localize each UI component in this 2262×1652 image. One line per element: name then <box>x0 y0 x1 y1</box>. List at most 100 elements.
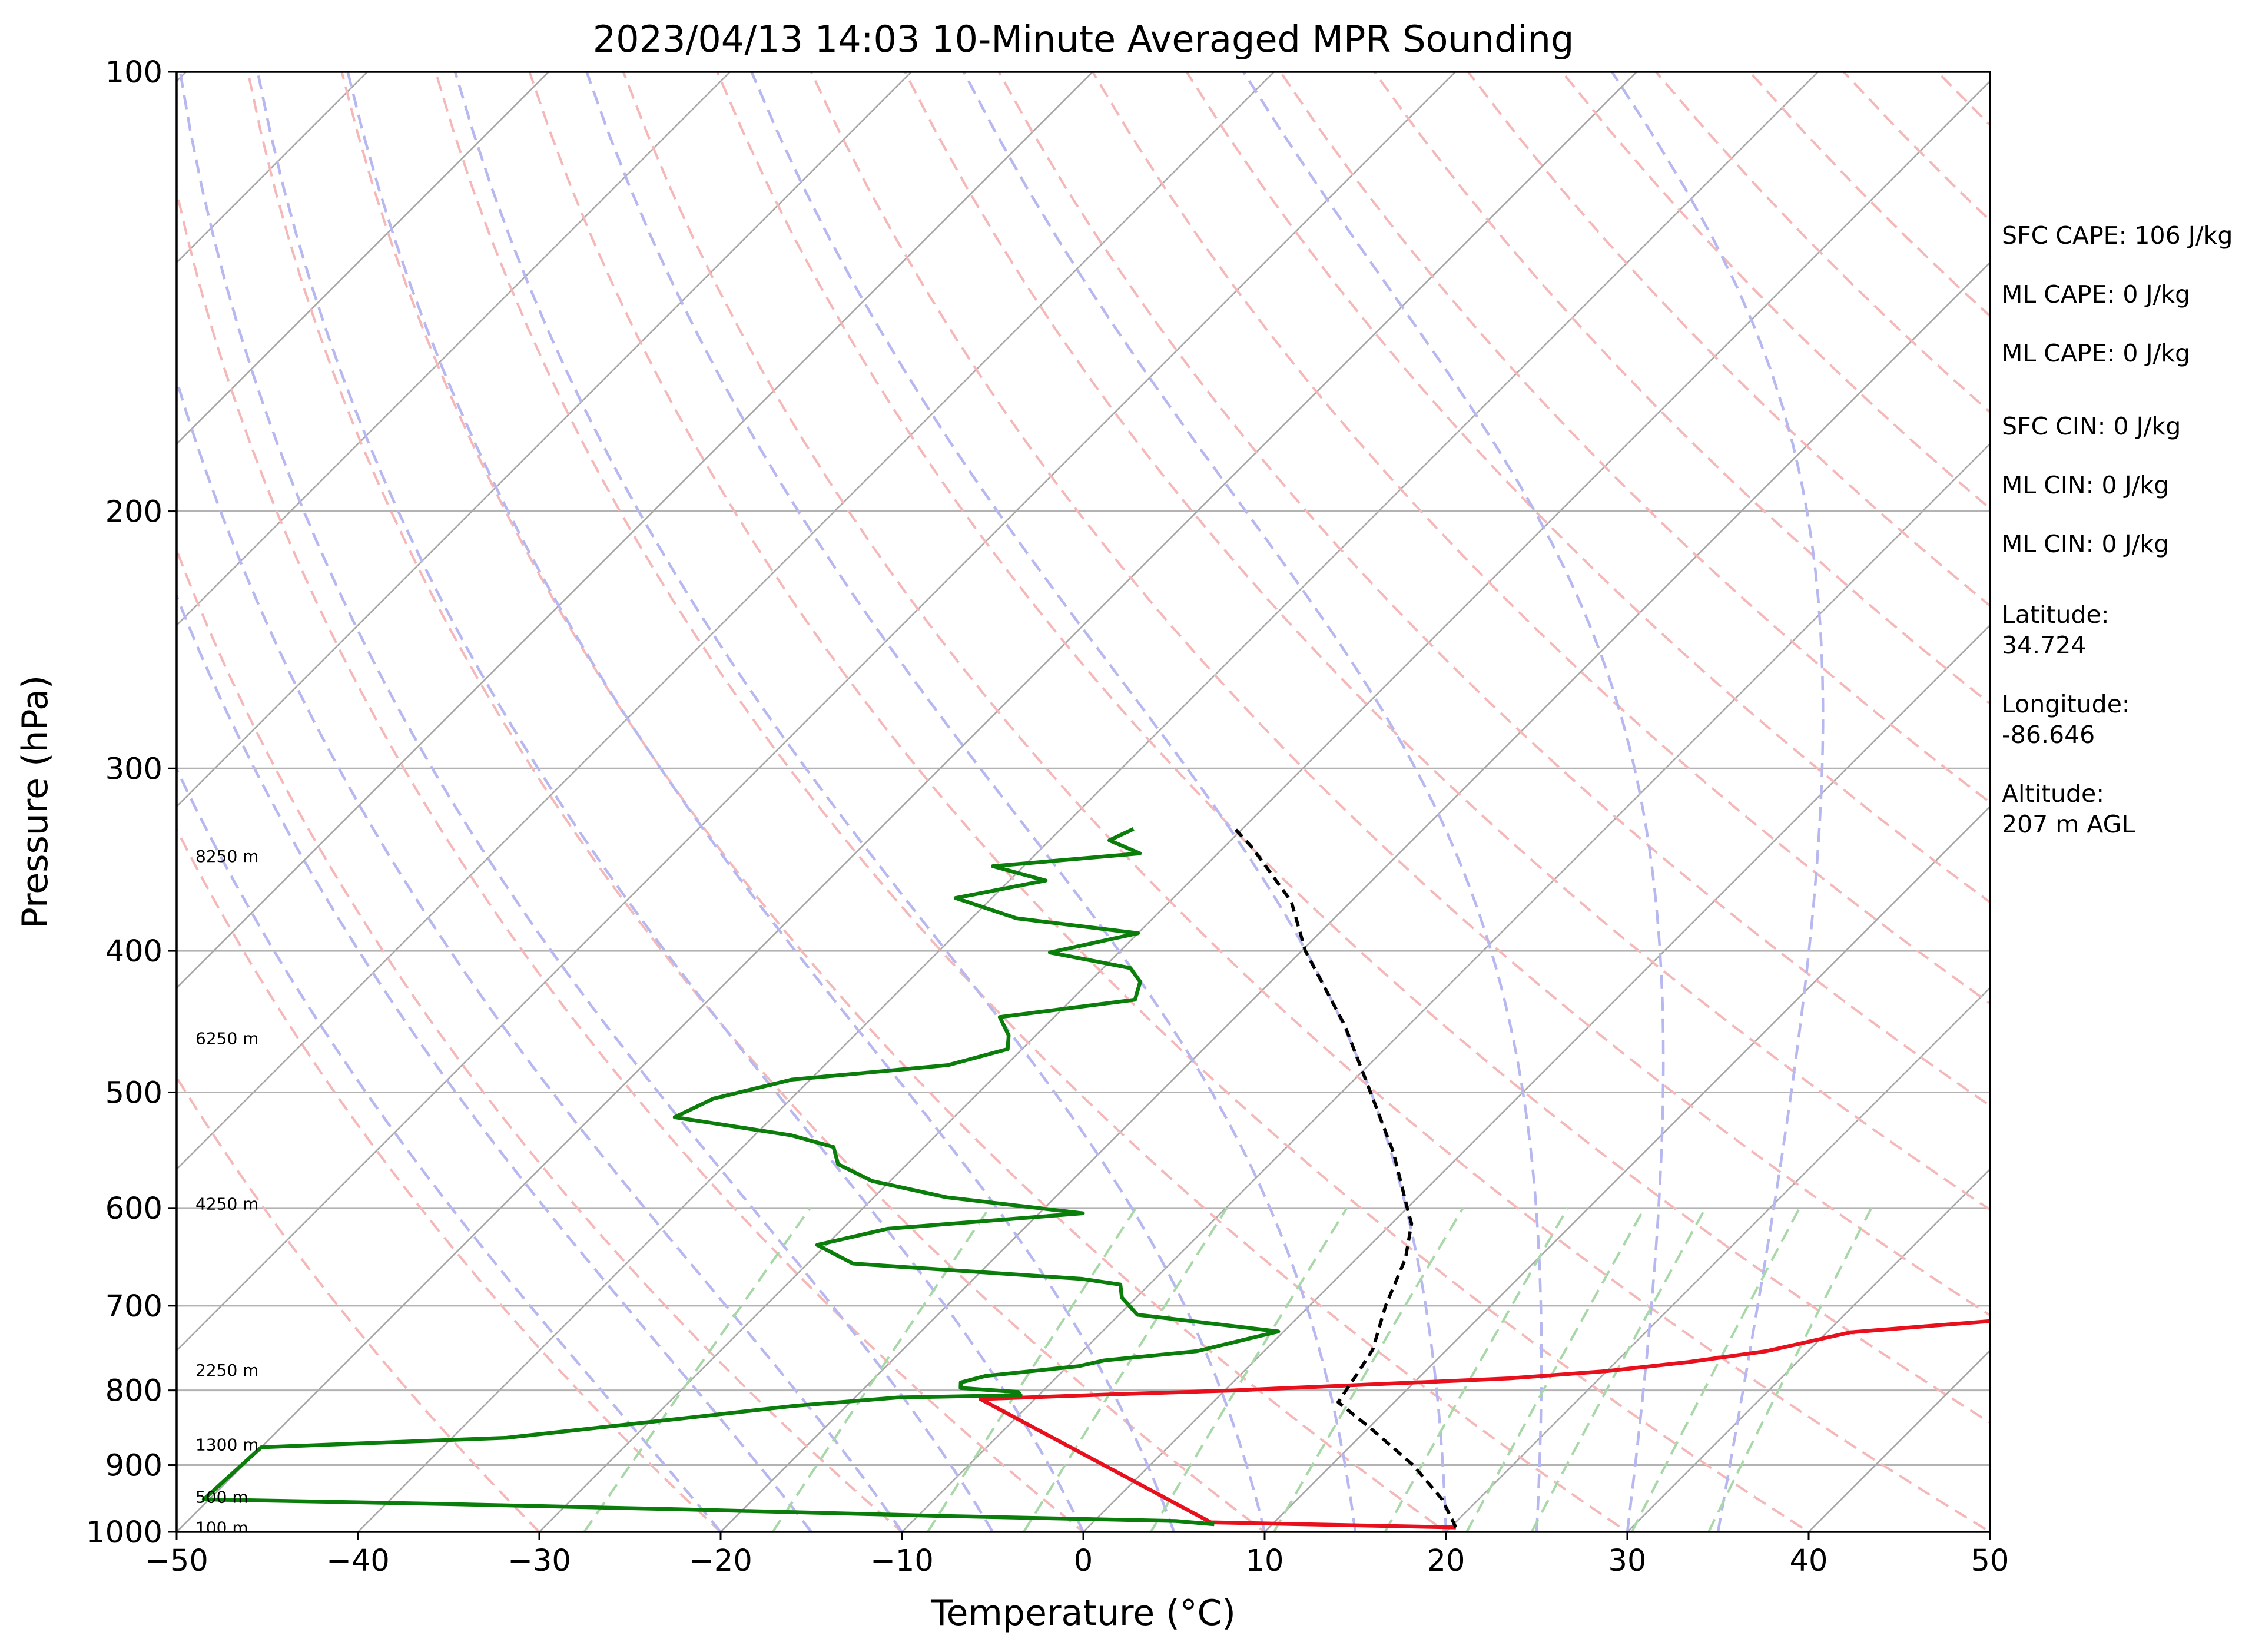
x-tick-label: 30 <box>1608 1544 1647 1578</box>
sounding-series <box>201 827 1990 1530</box>
dry-adiabat-line <box>1279 72 1990 804</box>
x-tick-label: −30 <box>508 1544 571 1578</box>
moist-adiabat-line <box>453 72 1266 1532</box>
y-tick-label: 200 <box>105 495 162 530</box>
mixing-ratio-line <box>1530 1207 1707 1532</box>
height-label: 8250 m <box>195 847 258 866</box>
longitude-value: -86.646 <box>2002 721 2095 749</box>
sounding-info-panel: SFC CAPE: 106 J/kg ML CAPE: 0 J/kg ML CA… <box>2002 221 2233 838</box>
isotherm-line <box>177 72 1637 1532</box>
x-tick-label: −10 <box>870 1544 934 1578</box>
parcel-profile-line <box>1233 828 1458 1528</box>
isotherm-line <box>1627 1168 1990 1532</box>
dry-adiabat-line <box>528 72 1811 1532</box>
height-label: 500 m <box>195 1487 248 1507</box>
dry-adiabat-line <box>1092 72 1990 1005</box>
x-tick-label: 20 <box>1427 1544 1465 1578</box>
isotherm-line <box>177 72 912 808</box>
dry-adiabat-line <box>716 72 1990 1424</box>
x-axis-label: Temperature (°C) <box>930 1593 1236 1634</box>
isotherm-line <box>177 72 549 445</box>
isotherm-line <box>0 72 5 1532</box>
moist-adiabat-line <box>1611 72 1825 1532</box>
mixing-ratio-line <box>927 1207 1137 1532</box>
x-tick-label: −20 <box>689 1544 752 1578</box>
mixing-ratio-line <box>1631 1207 1801 1532</box>
moist-adiabat-line <box>750 72 1448 1532</box>
altitude-label: Altitude: <box>2002 779 2104 808</box>
isotherm-line <box>177 72 1093 989</box>
moist-adiabat-line <box>177 376 903 1532</box>
dry-adiabat-line <box>177 1075 541 1532</box>
y-tick-label: 600 <box>105 1192 162 1226</box>
height-label: 4250 m <box>195 1194 258 1213</box>
x-tick-label: 10 <box>1246 1544 1284 1578</box>
ml-cin-text-2: ML CIN: 0 J/kg <box>2002 530 2169 558</box>
y-tick-label: 1000 <box>86 1515 162 1550</box>
sfc-cape-text: SFC CAPE: 106 J/kg <box>2002 221 2233 250</box>
x-tick-label: 0 <box>1074 1544 1093 1578</box>
isotherm-line <box>357 72 1819 1532</box>
dry-adiabat-line <box>434 72 1630 1532</box>
plot-frame <box>175 71 1991 1533</box>
latitude-value: 34.724 <box>2002 631 2086 659</box>
y-tick-label: 400 <box>105 934 162 969</box>
isotherm-line <box>177 72 1275 1170</box>
height-label: 1300 m <box>195 1435 258 1455</box>
moist-adiabat-line <box>346 72 1176 1532</box>
height-label: 6250 m <box>195 1029 258 1049</box>
height-label: 100 m <box>195 1518 248 1538</box>
y-tick-label: 300 <box>105 752 162 787</box>
dry-adiabat-line <box>810 72 1990 1317</box>
mixing-ratio-line <box>1149 1207 1348 1532</box>
dry-adiabat-line <box>622 72 1990 1532</box>
dry-adiabat-line <box>177 186 1086 1532</box>
x-tick-label: 40 <box>1790 1544 1828 1578</box>
height-labels: 100 m 500 m 1300 m 2250 m 4250 m 6250 m 8250 m <box>195 847 258 1538</box>
temperature-profile-line <box>978 1319 1990 1530</box>
y-tick-label: 800 <box>105 1374 162 1409</box>
isotherm-line <box>1445 987 1990 1532</box>
moist-adiabat-line <box>256 72 1085 1532</box>
dry-adiabat-line <box>177 827 722 1532</box>
y-tick-label: 500 <box>105 1076 162 1110</box>
dry-adiabat-lines <box>177 72 1990 1532</box>
x-tick-label: 50 <box>1971 1544 2009 1578</box>
longitude-label: Longitude: <box>2002 690 2130 718</box>
ml-cape-text: ML CAPE: 0 J/kg <box>2002 280 2190 308</box>
height-label: 2250 m <box>195 1361 258 1380</box>
mixing-ratio-line <box>1023 1207 1228 1532</box>
chart-title: 2023/04/13 14:03 10-Minute Averaged MPR … <box>593 18 1574 61</box>
dry-adiabat-line <box>997 72 1990 1107</box>
dry-adiabat-line <box>177 546 904 1532</box>
moist-adiabat-line <box>962 72 1543 1532</box>
mixing-ratio-line <box>771 1207 990 1532</box>
x-axis-ticks: −50 −40 −30 −20 −10 0 10 20 30 40 50 <box>145 1532 2009 1578</box>
y-tick-label: 900 <box>105 1449 162 1484</box>
moist-adiabat-line <box>178 72 994 1532</box>
mixing-ratio-line <box>583 1207 811 1532</box>
mixing-ratio-lines <box>583 1207 1873 1532</box>
y-tick-label: 100 <box>105 55 162 90</box>
isotherm-line <box>720 261 1990 1532</box>
isotherm-line <box>539 80 1990 1532</box>
y-tick-label: 700 <box>105 1289 162 1324</box>
ml-cin-text: ML CIN: 0 J/kg <box>2002 471 2169 499</box>
isotherm-line <box>177 72 731 626</box>
ml-cape-text-2: ML CAPE: 0 J/kg <box>2002 339 2190 367</box>
moist-adiabat-line <box>177 592 812 1532</box>
moist-adiabat-line <box>585 72 1357 1532</box>
moist-adiabat-lines <box>177 72 1825 1532</box>
latitude-label: Latitude: <box>2002 601 2110 629</box>
plot-area: 100 m 500 m 1300 m 2250 m 4250 m 6250 m 8250 m <box>0 72 1990 1538</box>
moist-adiabat-line <box>177 766 722 1532</box>
isotherm-line <box>177 72 1456 1352</box>
pressure-gridlines <box>177 72 1990 1532</box>
x-tick-label: −50 <box>145 1544 208 1578</box>
mixing-ratio-line <box>1273 1207 1464 1532</box>
isotherm-lines <box>0 72 1990 1532</box>
moist-adiabat-line <box>1242 72 1665 1532</box>
x-tick-label: −40 <box>326 1544 390 1578</box>
dry-adiabat-line <box>247 72 1267 1532</box>
